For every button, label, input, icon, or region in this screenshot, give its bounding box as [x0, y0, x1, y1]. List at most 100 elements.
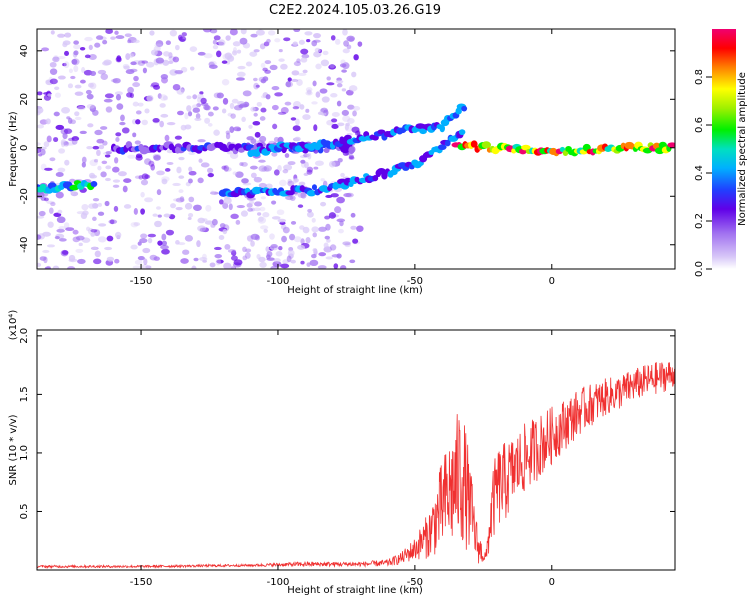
heatmap-cell [93, 258, 102, 265]
heatmap-cell [204, 105, 211, 111]
heatmap-cell [225, 35, 231, 41]
heatmap-cell [274, 38, 281, 43]
heatmap-cell [223, 165, 229, 172]
heatmap-cell [242, 90, 252, 97]
heatmap-cell [123, 204, 132, 209]
heatmap-cell [161, 178, 168, 185]
heatmap-cell [64, 50, 70, 56]
heatmap-cell [55, 191, 64, 199]
heatmap-cell [81, 161, 86, 168]
heatmap-cell [141, 173, 149, 180]
heatmap-cell [216, 259, 224, 264]
heatmap-cell [259, 116, 266, 121]
heatmap-cell [221, 108, 227, 114]
heatmap-cell [194, 117, 202, 122]
heatmap-cell [37, 106, 44, 114]
heatmap-cell [271, 216, 281, 220]
heatmap-cell [287, 161, 296, 166]
heatmap-cell [314, 47, 321, 53]
heatmap-cell [144, 158, 152, 165]
heatmap-cell [81, 156, 87, 164]
heatmap-cell [76, 105, 86, 110]
heatmap-cell [262, 212, 270, 218]
heatmap-cell [137, 241, 142, 246]
heatmap-cell [232, 41, 241, 47]
heatmap-cell [300, 48, 309, 55]
spectrogram-heatmap [37, 29, 675, 269]
spectrogram-frame [36, 28, 676, 270]
heatmap-cell [192, 107, 201, 113]
heatmap-cell [37, 262, 42, 267]
heatmap-cell [271, 151, 278, 157]
heatmap-cell [159, 120, 164, 128]
heatmap-cell [207, 167, 214, 174]
heatmap-cell [74, 91, 84, 96]
heatmap-cell [253, 176, 263, 183]
heatmap-cell [272, 261, 282, 268]
heatmap-cell [239, 103, 249, 108]
colorbar-tick-label: 0.0 [694, 261, 705, 277]
heatmap-cell [92, 109, 99, 116]
spectrogram-xtick-label: -100 [267, 276, 290, 287]
heatmap-cell [114, 91, 123, 96]
heatmap-cell [347, 104, 355, 110]
heatmap-cell [63, 141, 69, 147]
heatmap-cell [57, 167, 66, 173]
heatmap-cell [258, 182, 267, 189]
heatmap-cell [197, 177, 204, 184]
heatmap-cell [239, 37, 248, 45]
heatmap-cell [347, 118, 355, 124]
heatmap-cell [300, 159, 306, 164]
heatmap-cell [160, 113, 169, 118]
heatmap-cell [104, 200, 110, 207]
heatmap-cell [98, 144, 105, 150]
heatmap-cell [241, 178, 249, 184]
heatmap-cell [309, 259, 319, 267]
heatmap-cell [159, 103, 166, 108]
heatmap-cell [212, 44, 219, 50]
heatmap-cell [188, 166, 193, 172]
heatmap-cell [77, 258, 86, 265]
heatmap-cell [170, 203, 177, 209]
heatmap-cell [348, 85, 358, 92]
heatmap-cell [63, 61, 70, 69]
heatmap-cell [68, 68, 73, 74]
heatmap-cell [216, 92, 224, 99]
heatmap-cell [57, 56, 66, 60]
heatmap-cell [239, 162, 244, 167]
heatmap-cell [281, 235, 287, 243]
heatmap-cell [43, 141, 50, 148]
heatmap-cell [209, 29, 218, 34]
heatmap-cell [184, 235, 194, 242]
heatmap-cell [104, 154, 111, 158]
heatmap-cell [282, 169, 289, 174]
heatmap-cell [43, 197, 49, 202]
heatmap-cell [273, 169, 280, 176]
heatmap-cell [47, 93, 52, 97]
heatmap-cell [297, 72, 307, 76]
heatmap-cell [57, 209, 63, 214]
heatmap-cell [444, 139, 451, 147]
heatmap-cell [253, 207, 261, 212]
heatmap-cell [225, 132, 231, 140]
heatmap-cell [342, 48, 350, 54]
heatmap-cell [350, 225, 357, 230]
heatmap-cell [235, 77, 245, 81]
heatmap-cell [64, 32, 72, 38]
heatmap-cell [112, 166, 120, 173]
heatmap-cell [54, 235, 60, 240]
heatmap-cell [141, 119, 148, 126]
heatmap-cell [338, 228, 344, 234]
heatmap-cell [102, 39, 108, 45]
heatmap-cell [186, 105, 192, 112]
heatmap-cell [84, 54, 91, 59]
heatmap-cell [260, 62, 266, 69]
heatmap-cell [138, 175, 144, 180]
heatmap-cell [67, 117, 73, 124]
spectrogram-ylabel: Frequency (Hz) [8, 111, 19, 187]
heatmap-cell [48, 207, 54, 214]
heatmap-cell [224, 167, 232, 172]
heatmap-cell [354, 130, 361, 136]
heatmap-cell [336, 83, 343, 88]
heatmap-cell [231, 250, 237, 257]
